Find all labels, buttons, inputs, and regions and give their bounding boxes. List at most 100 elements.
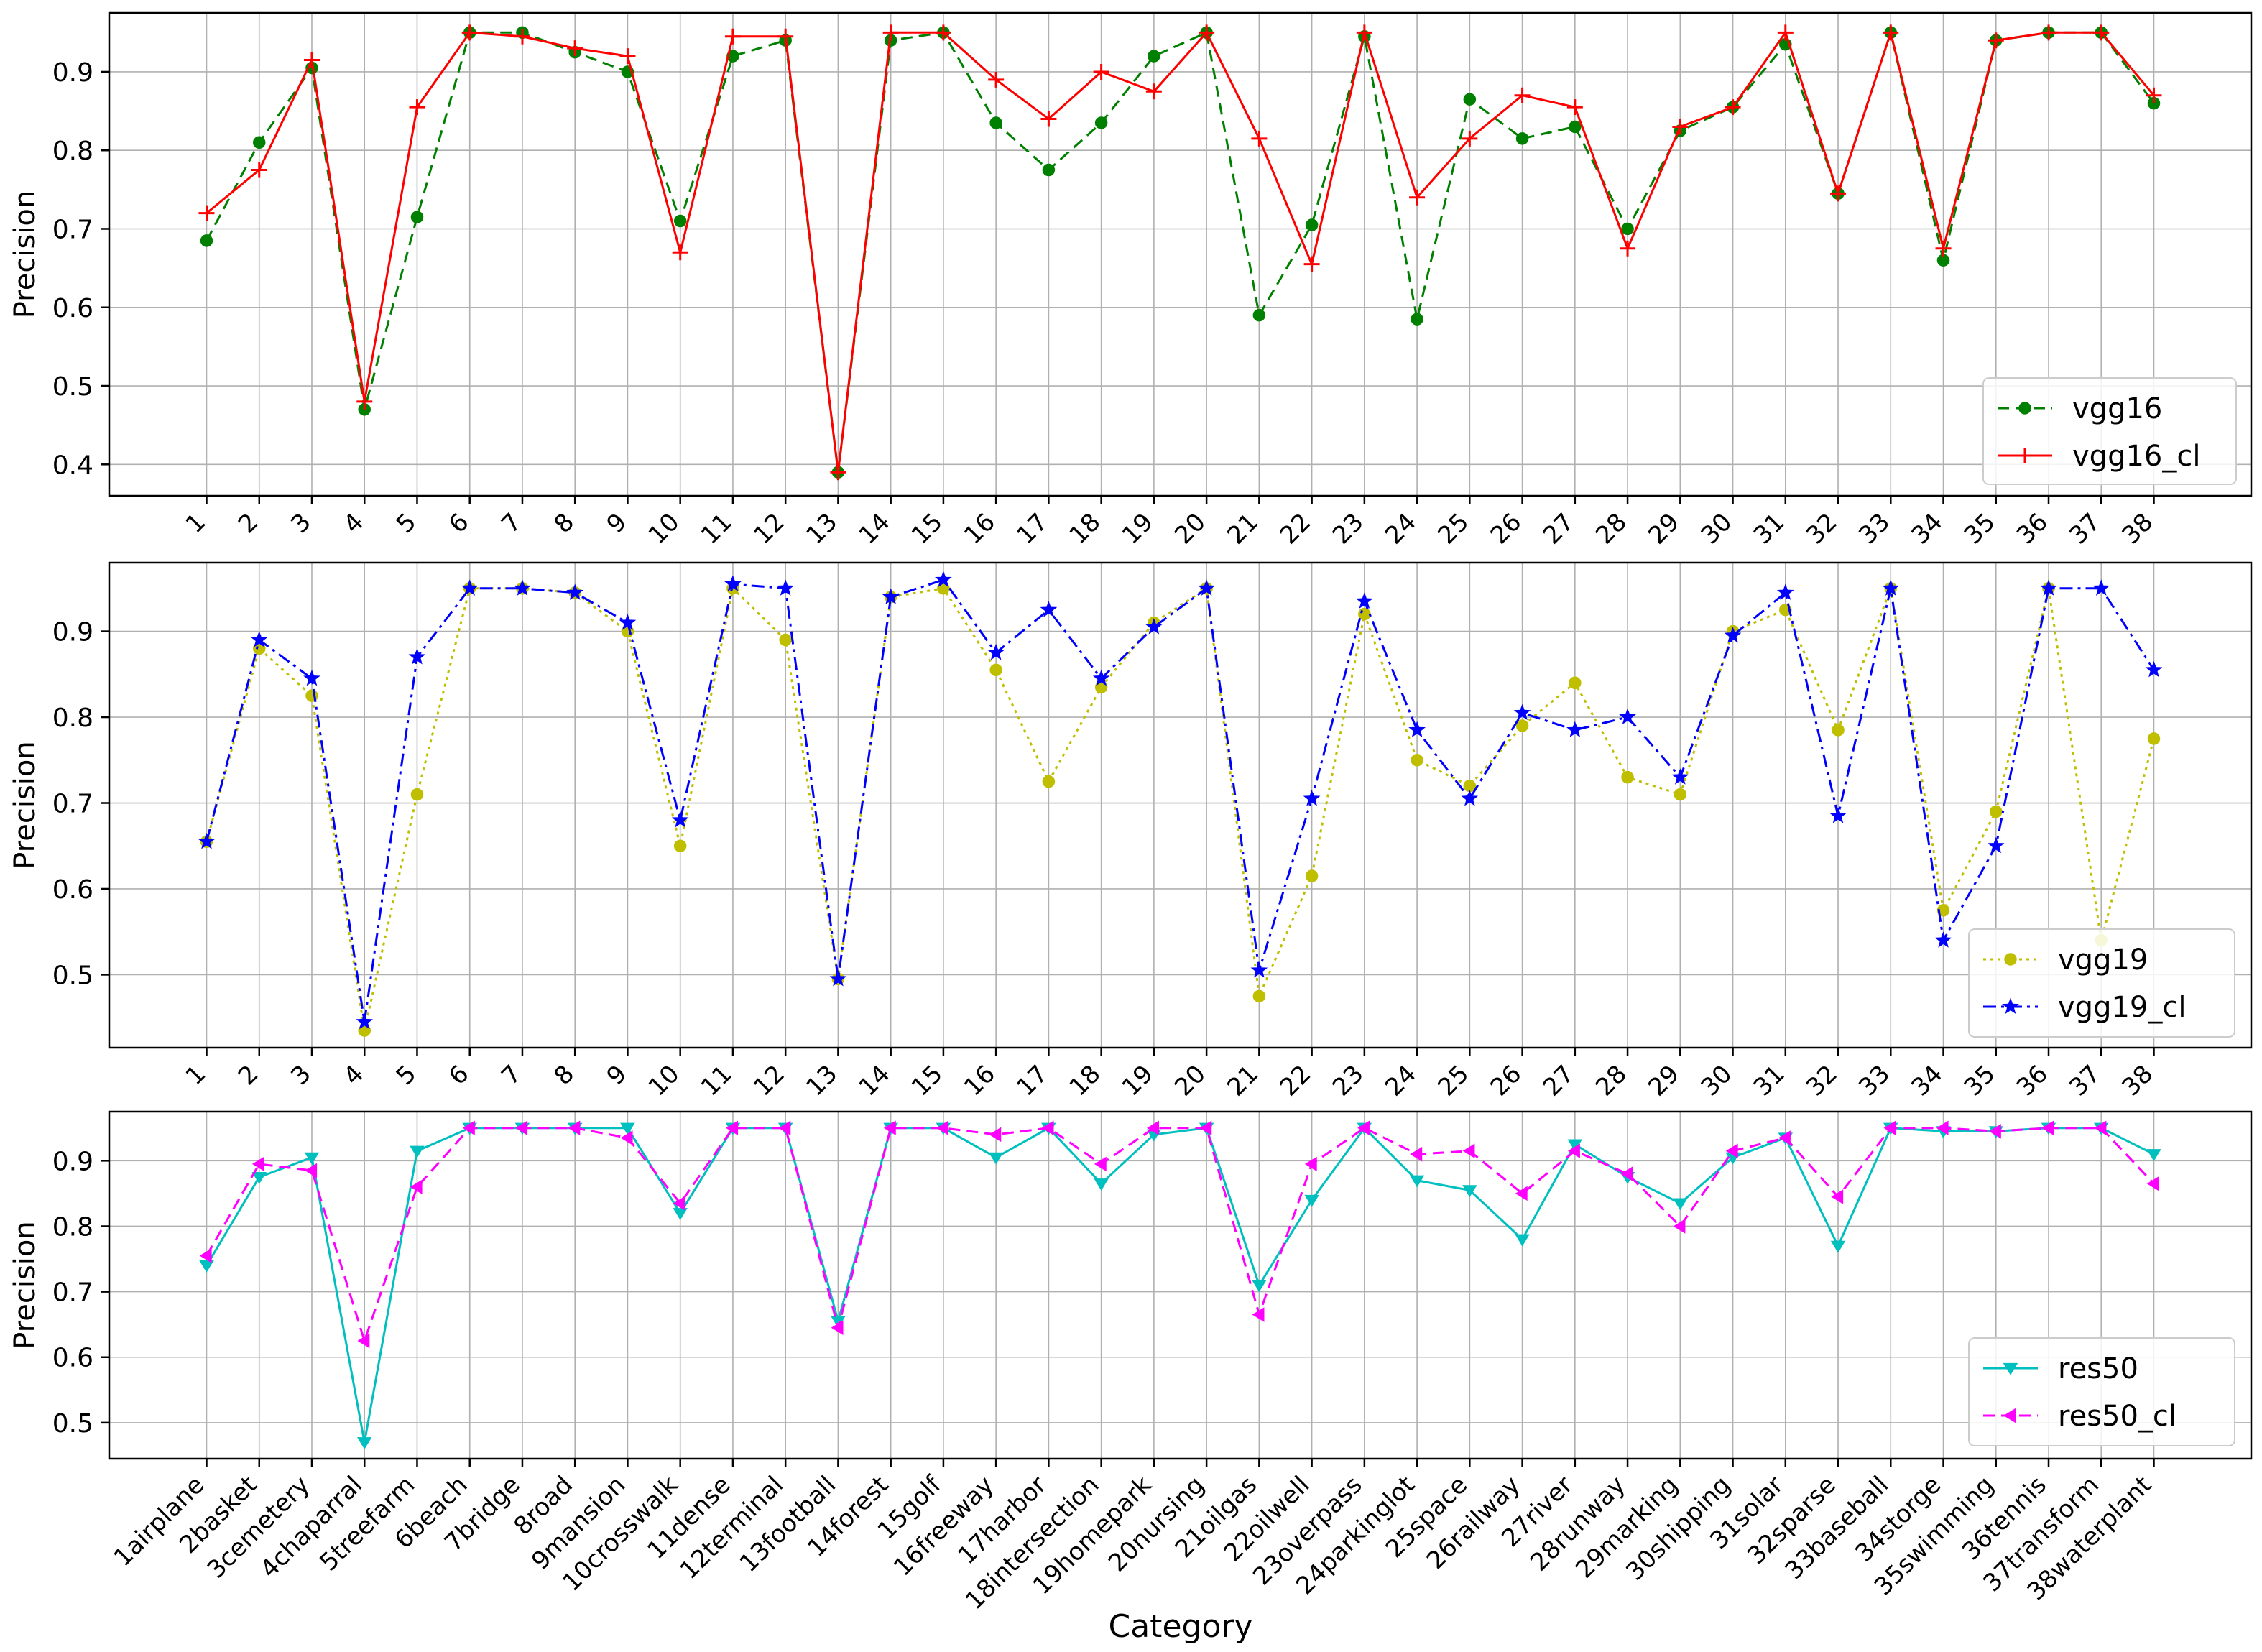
data-point	[1936, 1120, 1949, 1136]
data-point	[777, 28, 794, 45]
data-point	[1410, 1146, 1423, 1162]
data-point	[1935, 240, 1952, 257]
data-point	[882, 24, 899, 41]
data-point	[619, 614, 637, 630]
data-point	[1041, 1120, 1054, 1136]
data-point	[200, 234, 213, 247]
data-point	[1250, 961, 1268, 978]
data-point	[1882, 579, 1900, 596]
series-line-vgg19_cl	[206, 578, 2155, 1023]
data-point	[778, 1120, 791, 1136]
data-point	[883, 1120, 896, 1136]
data-point	[1725, 1143, 1738, 1158]
data-point	[305, 1163, 318, 1178]
data-point	[831, 1320, 844, 1335]
data-point	[356, 1437, 372, 1449]
data-point	[514, 579, 531, 596]
data-point	[1094, 1156, 1107, 1172]
data-point	[1673, 1198, 1688, 1211]
series-line-vgg16	[206, 28, 2155, 473]
data-point	[1040, 111, 1057, 127]
data-point	[303, 669, 320, 686]
data-point	[410, 1145, 425, 1158]
data-point	[1094, 1178, 1109, 1191]
data-point	[1198, 579, 1215, 596]
data-point	[2040, 579, 2057, 596]
legend-label-vgg19_cl: vgg19_cl	[2058, 991, 2186, 1024]
data-point	[1303, 256, 1320, 272]
data-point	[1304, 1194, 1319, 1207]
data-point	[2092, 579, 2110, 596]
data-point	[673, 839, 687, 852]
data-point	[1462, 130, 1478, 147]
data-point	[935, 571, 952, 587]
data-point	[2041, 24, 2057, 41]
data-point	[989, 116, 1002, 129]
data-point	[620, 1130, 633, 1145]
data-point	[1199, 1120, 1212, 1136]
data-point	[671, 811, 689, 828]
data-point	[1092, 669, 1110, 686]
data-point	[1515, 132, 1529, 145]
data-point	[198, 205, 215, 221]
data-point	[673, 1208, 688, 1221]
data-point	[515, 1120, 528, 1136]
data-point	[1831, 1189, 1844, 1204]
legend-label-vgg19: vgg19	[2058, 943, 2148, 977]
data-point	[1569, 676, 1582, 690]
data-point	[461, 24, 478, 41]
data-point	[1515, 1186, 1528, 1201]
data-point	[410, 788, 424, 801]
y-tick-label: 0.9	[52, 618, 93, 647]
data-point	[724, 575, 742, 591]
data-point	[1304, 1156, 1317, 1172]
data-point	[1724, 627, 1742, 643]
data-point	[1621, 770, 1634, 784]
data-point	[1621, 222, 1634, 236]
data-point	[2146, 87, 2162, 103]
legend-label-res50_cl: res50_cl	[2058, 1400, 2176, 1433]
data-point	[2041, 1120, 2054, 1136]
data-point	[1832, 724, 1845, 737]
data-point	[252, 136, 266, 149]
data-point	[1148, 50, 1160, 63]
data-point	[620, 1122, 635, 1135]
data-point	[198, 832, 216, 849]
data-point	[2094, 1120, 2107, 1136]
x-axis-label: Category	[1109, 1608, 1253, 1645]
data-point	[1356, 592, 1373, 609]
data-point	[1515, 719, 1529, 732]
data-point	[1671, 768, 1689, 785]
data-point	[199, 1248, 212, 1263]
data-point	[567, 40, 583, 57]
legend-box	[1968, 1337, 2235, 1446]
data-point	[1357, 1120, 1370, 1136]
data-point	[989, 1127, 1002, 1143]
data-point	[1042, 775, 1056, 788]
legend-marker-res50	[2003, 1362, 2018, 1375]
legend-marker-vgg16	[2018, 402, 2031, 415]
data-point	[568, 1120, 581, 1136]
data-point	[1093, 63, 1109, 80]
legend: vgg19 vgg19_cl	[1968, 928, 2235, 1038]
data-point	[1883, 1120, 1896, 1136]
data-point	[1409, 1175, 1425, 1188]
data-point	[1568, 1143, 1580, 1158]
data-point	[1778, 1130, 1791, 1145]
grid	[109, 563, 2251, 1048]
y-tick-label: 0.5	[52, 961, 93, 990]
data-point	[251, 1156, 264, 1172]
data-point	[1463, 93, 1477, 106]
data-point	[1672, 119, 1689, 135]
data-point	[251, 162, 267, 178]
data-point	[989, 663, 1002, 677]
data-point	[830, 464, 846, 481]
y-tick-label: 0.8	[52, 137, 93, 166]
y-tick-label: 0.4	[52, 451, 93, 480]
y-tick-label: 0.8	[52, 1212, 93, 1242]
data-point	[936, 1120, 949, 1136]
data-point	[461, 579, 479, 596]
data-point	[1620, 240, 1636, 257]
